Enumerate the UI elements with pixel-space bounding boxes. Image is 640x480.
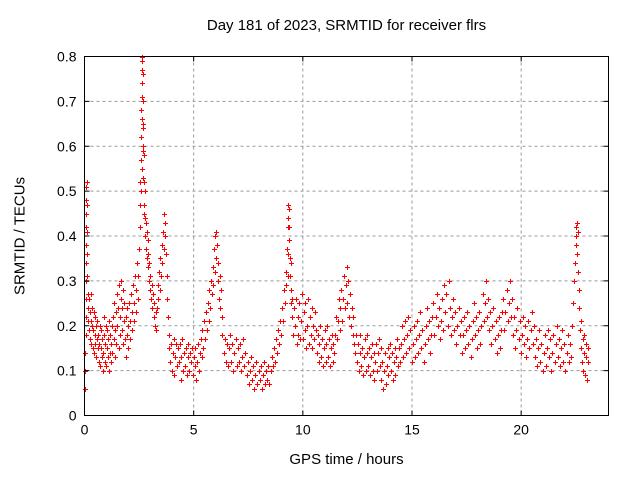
y-tick-label: 0.1 (57, 363, 77, 379)
x-axis-label: GPS time / hours (289, 451, 404, 468)
x-tick-label: 20 (513, 422, 529, 438)
y-tick-label: 0.6 (57, 138, 77, 154)
chart-title: Day 181 of 2023, SRMTID for receiver flr… (206, 17, 487, 34)
y-tick-label: 0.5 (57, 183, 77, 199)
y-tick-label: 0.8 (57, 49, 77, 65)
y-tick-label: 0.3 (57, 273, 77, 289)
x-tick-label: 15 (404, 422, 420, 438)
y-axis-label: SRMTID / TECUs (11, 176, 29, 296)
x-tick-label: 5 (190, 422, 198, 438)
scatter-points (83, 55, 591, 392)
y-tick-label: 0.4 (57, 228, 77, 244)
x-tick-label: 10 (295, 422, 311, 438)
y-tick-label: 0.7 (57, 93, 77, 109)
y-tick-label: 0.2 (57, 318, 77, 334)
y-tick-label: 0 (69, 408, 77, 424)
x-tick-label: 0 (81, 422, 89, 438)
